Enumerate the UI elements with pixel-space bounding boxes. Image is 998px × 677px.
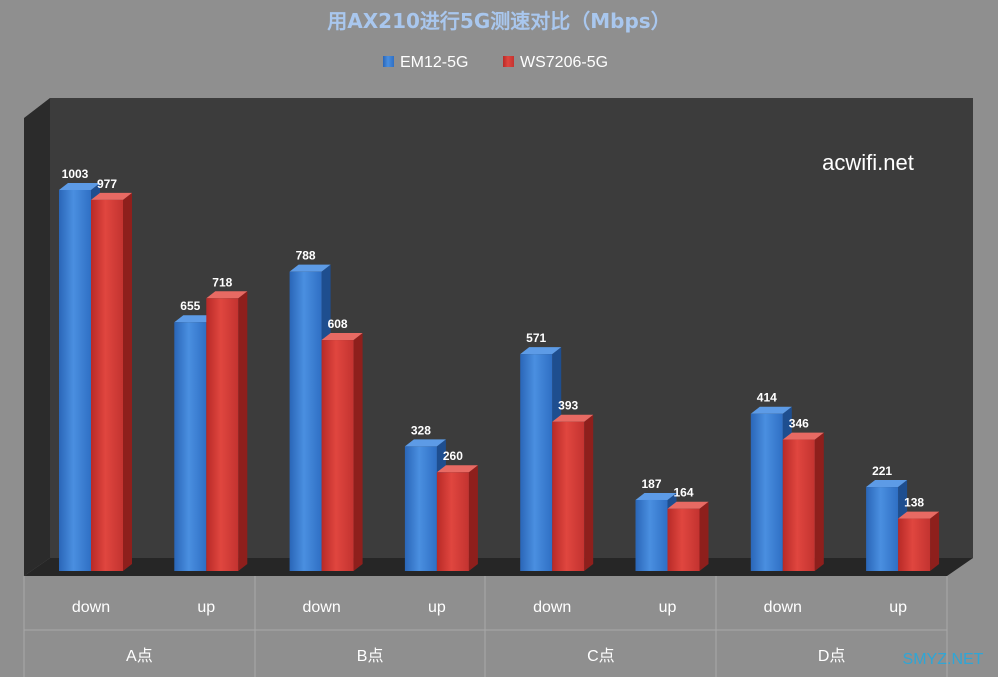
bar-top <box>782 432 824 440</box>
data-label: 138 <box>904 496 924 510</box>
data-label: 788 <box>296 249 316 263</box>
bar-front <box>667 508 700 571</box>
bar-front <box>866 487 899 571</box>
chart-title: 用AX210进行5G测速对比（Mbps） <box>327 9 670 33</box>
category-label: up <box>889 599 907 616</box>
group-label: C点 <box>587 647 615 665</box>
bar-top <box>667 501 709 509</box>
category-label: up <box>659 599 677 616</box>
bar-ws7206-4 <box>436 465 478 571</box>
bar-front <box>289 271 322 571</box>
data-labels: 1003 977 655 718 788 608 328 260 571 393 187 164 414… <box>62 167 925 510</box>
data-label: 571 <box>526 331 546 345</box>
bar-top <box>321 333 363 341</box>
data-label: 328 <box>411 423 431 437</box>
bar-front <box>91 199 123 571</box>
bar-top <box>898 511 940 519</box>
bar-top <box>520 347 562 355</box>
legend-label-1: EM12-5G <box>400 54 468 71</box>
plot-area <box>24 98 973 576</box>
category-label: down <box>764 599 802 616</box>
legend: EM12-5G WS7206-5G <box>383 54 608 71</box>
bar-front <box>750 413 783 571</box>
data-label: 718 <box>212 275 232 289</box>
bar-front <box>59 190 91 571</box>
bar-side <box>584 414 594 571</box>
bar-side <box>930 511 940 571</box>
group-label: B点 <box>357 647 384 665</box>
bar-side <box>468 465 478 571</box>
bar-side <box>353 333 363 571</box>
category-label: up <box>428 599 446 616</box>
bar-front <box>321 340 354 571</box>
data-label: 187 <box>641 477 661 491</box>
data-label: 977 <box>97 177 117 191</box>
bar-top <box>91 192 132 200</box>
bar-top <box>866 480 908 488</box>
data-label: 260 <box>443 449 463 463</box>
floor <box>24 558 973 576</box>
bar-top <box>436 465 478 473</box>
bar-ws7206-5 <box>552 414 594 571</box>
bar-top <box>635 492 677 500</box>
group-label: D点 <box>818 647 846 665</box>
watermark-text: acwifi.net <box>822 150 914 175</box>
bar-ws7206-6 <box>667 501 709 571</box>
bar-ws7206-1 <box>91 192 132 571</box>
bar-front <box>635 499 668 571</box>
data-label: 414 <box>757 391 777 405</box>
bar-front <box>174 322 207 571</box>
category-table <box>23 576 948 677</box>
category-label: down <box>72 599 110 616</box>
data-label: 1003 <box>62 167 89 181</box>
bar-top <box>289 264 331 272</box>
data-label: 221 <box>872 464 892 478</box>
bar-top <box>174 315 216 323</box>
data-label: 393 <box>558 399 578 413</box>
bar-top <box>404 439 446 447</box>
bar-front <box>404 446 437 571</box>
bar-side <box>123 192 132 571</box>
legend-swatch-2 <box>503 56 514 67</box>
legend-label-2: WS7206-5G <box>520 54 608 71</box>
bars <box>59 183 940 571</box>
bar-top <box>750 406 792 414</box>
bar-ws7206-2 <box>206 291 248 571</box>
category-label: up <box>197 599 215 616</box>
bar-front <box>898 518 931 571</box>
bar-front <box>206 298 239 571</box>
bar-em12-8 <box>866 480 908 571</box>
back-wall <box>50 98 973 558</box>
bar-front <box>552 421 585 571</box>
corner-mark: SMYZ.NET <box>903 651 984 668</box>
bar-top <box>59 183 100 190</box>
side-wall <box>24 98 50 576</box>
data-label: 164 <box>673 486 693 500</box>
bar-front <box>782 439 815 571</box>
bar-side <box>814 432 824 571</box>
bar-side <box>699 501 709 571</box>
group-label: A点 <box>126 647 153 665</box>
bar-top <box>206 291 248 299</box>
category-labels: down up down up down up down up A点 B点 C点 D点 <box>72 599 907 665</box>
data-label: 608 <box>328 317 348 331</box>
bar-side <box>238 291 248 571</box>
bar-ws7206-3 <box>321 333 363 571</box>
bar-top <box>552 414 594 422</box>
bar-ws7206-7 <box>782 432 824 571</box>
bar-ws7206-8 <box>898 511 940 571</box>
category-label: down <box>302 599 340 616</box>
data-label: 346 <box>789 417 809 431</box>
legend-swatch-1 <box>383 56 394 67</box>
category-label: down <box>533 599 571 616</box>
data-label: 655 <box>180 299 200 313</box>
bar-front <box>436 472 469 571</box>
bar-front <box>520 354 553 571</box>
